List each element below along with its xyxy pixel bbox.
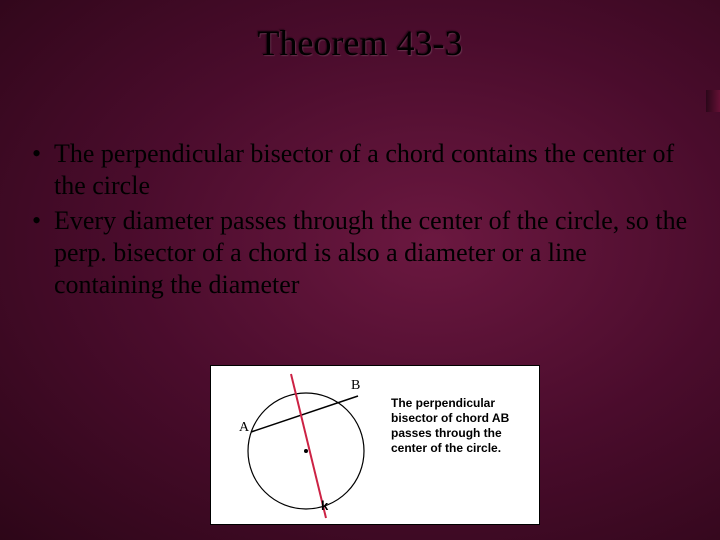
list-item: The perpendicular bisector of a chord co…: [30, 138, 690, 201]
geometry-diagram: [211, 366, 391, 526]
label-k: k: [321, 498, 328, 513]
perpendicular-bisector: [291, 374, 326, 518]
list-item: Every diameter passes through the center…: [30, 205, 690, 300]
page-title: Theorem 43-3: [0, 0, 720, 64]
diagram-box: A B k The perpendicular bisector of chor…: [210, 365, 540, 525]
bullet-list: The perpendicular bisector of a chord co…: [0, 138, 720, 301]
label-a: A: [239, 420, 249, 436]
center-dot: [304, 449, 308, 453]
diagram-caption: The perpendicular bisector of chord AB p…: [391, 396, 531, 456]
slide-accent: [706, 90, 720, 112]
label-b: B: [351, 378, 360, 394]
